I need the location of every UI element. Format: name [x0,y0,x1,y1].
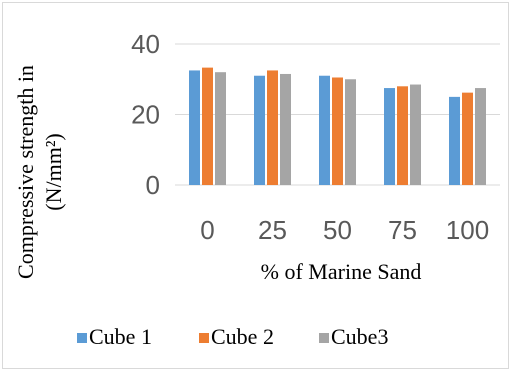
y-axis-title-line-2: (N/mm²) [41,133,66,210]
legend-swatch-cube-2 [199,333,209,343]
bar-cube-2-100 [462,92,473,185]
y-tick-label: 20 [131,100,160,130]
bar-cube3-75 [410,84,421,185]
bar-cube3-100 [475,88,486,185]
bars [189,67,486,185]
y-axis-title-line-1: Compressive strength in [13,65,38,279]
legend-label: Cube 2 [211,324,274,349]
x-tick-label: 75 [388,215,417,245]
y-tick-label: 0 [146,170,160,200]
legend-label: Cube3 [331,324,388,349]
y-axis-title: Compressive strength in (N/mm²) [13,65,66,279]
bar-cube-2-50 [332,77,343,185]
bar-cube-2-0 [202,67,213,185]
bar-cube-1-50 [319,75,330,185]
bar-cube-1-25 [254,75,265,185]
legend-swatch-cube3 [319,333,329,343]
bar-cube-2-25 [267,70,278,185]
x-tick-label: 100 [446,215,489,245]
x-tick-labels: 0 25 50 75 100 [200,215,489,245]
legend-label: Cube 1 [89,324,152,349]
x-axis-title: % of Marine Sand [261,259,422,284]
bar-cube-1-100 [449,96,460,185]
bar-cube3-0 [215,72,226,185]
bar-cube-1-75 [384,88,395,185]
y-tick-labels: 0 20 40 [131,29,160,200]
bar-cube3-25 [280,73,291,185]
x-tick-label: 0 [200,215,214,245]
legend-swatch-cube-1 [77,333,87,343]
bar-cube-2-75 [397,86,408,185]
x-tick-label: 50 [323,215,352,245]
x-tick-label: 25 [258,215,287,245]
bar-cube-1-0 [189,70,200,185]
legend: Cube 1 Cube 2 Cube3 [77,324,388,349]
y-tick-label: 40 [131,29,160,59]
bar-cube3-50 [345,79,356,185]
